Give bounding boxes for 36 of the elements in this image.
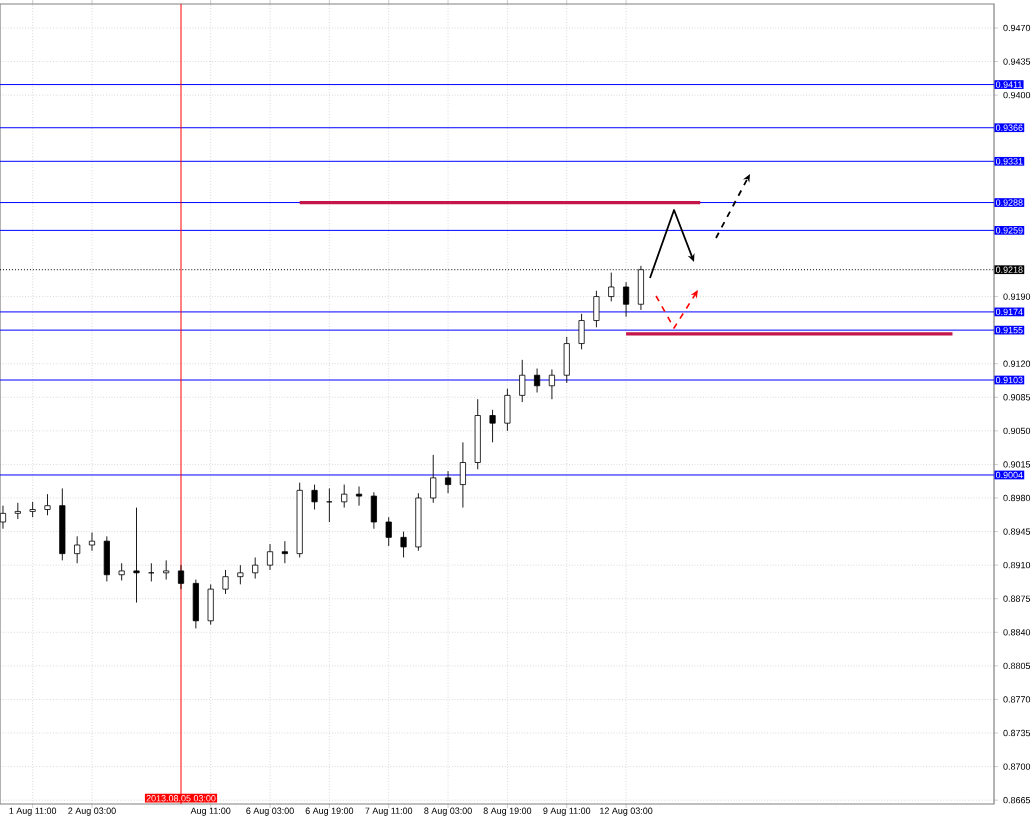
candlestick (608, 272, 615, 302)
candlestick (519, 359, 526, 403)
candlestick (355, 486, 363, 507)
candlestick (474, 398, 481, 470)
candlestick (0, 505, 7, 530)
candlestick (370, 491, 377, 530)
candlestick (103, 535, 110, 582)
candlestick (163, 559, 170, 580)
candlestick (385, 516, 392, 547)
candlestick (222, 569, 229, 595)
candlestick (44, 493, 51, 516)
candlestick (266, 543, 274, 571)
candlestick (281, 540, 288, 564)
candlestick (59, 487, 66, 561)
candlestick (459, 441, 466, 509)
candlestick (74, 535, 81, 564)
candlestick (444, 470, 452, 494)
candlestick (593, 290, 600, 328)
candlestick (311, 484, 318, 510)
candlestick (489, 409, 496, 443)
candlestick (504, 388, 511, 432)
candlestick (578, 313, 585, 350)
candlestick (548, 369, 555, 400)
candlestick (207, 583, 214, 626)
candlestick (563, 336, 570, 384)
candlestick (237, 564, 244, 585)
candlestick (252, 557, 259, 580)
candlestick (623, 281, 630, 318)
candlestick (341, 484, 348, 509)
candlestick (430, 454, 437, 504)
candlestick (133, 507, 140, 604)
candlestick (534, 368, 541, 393)
candlestick (192, 579, 199, 629)
candlestick (400, 531, 407, 558)
candlestick (88, 532, 96, 552)
candlestick (177, 564, 185, 590)
